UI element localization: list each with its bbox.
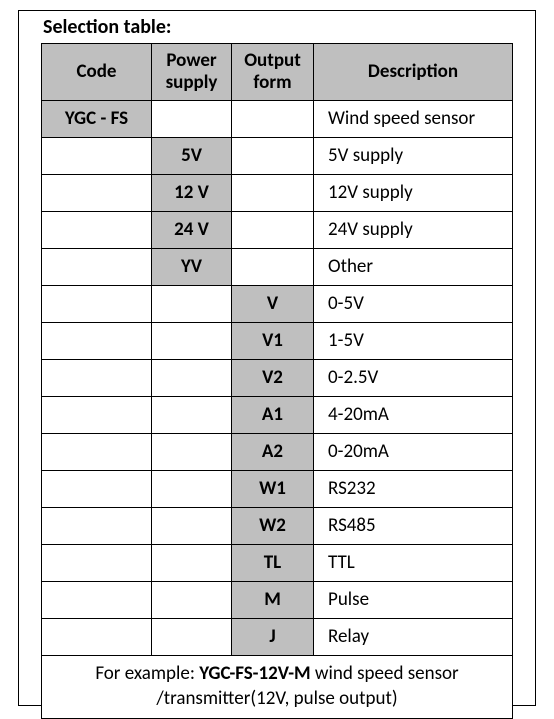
cell-desc: 12V supply: [314, 175, 513, 212]
cell-code: [42, 138, 152, 175]
cell-code: [42, 323, 152, 360]
cell-code: [42, 508, 152, 545]
cell-power: [152, 286, 232, 323]
cell-desc: 24V supply: [314, 212, 513, 249]
table-row: J Relay: [42, 619, 513, 656]
table-row: A1 4-20mA: [42, 397, 513, 434]
cell-code: [42, 434, 152, 471]
cell-output: A1: [232, 397, 314, 434]
table-row: 5V 5V supply: [42, 138, 513, 175]
cell-output: [232, 138, 314, 175]
footer-cell: For example: YGC-FS-12V-M wind speed sen…: [42, 656, 513, 719]
table-row: W1 RS232: [42, 471, 513, 508]
cell-desc: TTL: [314, 545, 513, 582]
cell-power: 12 V: [152, 175, 232, 212]
cell-code: [42, 397, 152, 434]
cell-power: [152, 101, 232, 138]
cell-desc: Relay: [314, 619, 513, 656]
cell-power: [152, 471, 232, 508]
cell-code: [42, 249, 152, 286]
cell-code: [42, 212, 152, 249]
table-row: 24 V 24V supply: [42, 212, 513, 249]
table-row: YV Other: [42, 249, 513, 286]
cell-code: [42, 286, 152, 323]
table-title: Selection table:: [43, 15, 513, 39]
cell-power: [152, 545, 232, 582]
cell-output: M: [232, 582, 314, 619]
cell-power: [152, 397, 232, 434]
cell-output: [232, 101, 314, 138]
cell-output: [232, 249, 314, 286]
cell-output: A2: [232, 434, 314, 471]
cell-desc: Pulse: [314, 582, 513, 619]
cell-power: [152, 360, 232, 397]
cell-output: [232, 212, 314, 249]
footer-bold: YGC-FS-12V-M: [199, 662, 310, 685]
cell-desc: 0-2.5V: [314, 360, 513, 397]
cell-code: [42, 582, 152, 619]
cell-power: 5V: [152, 138, 232, 175]
cell-output: V: [232, 286, 314, 323]
cell-power: 24 V: [152, 212, 232, 249]
table-row: V 0-5V: [42, 286, 513, 323]
cell-power: [152, 323, 232, 360]
table-body: YGC - FS Wind speed sensor 5V 5V supply …: [42, 101, 513, 719]
col-header-output: Output form: [232, 44, 314, 101]
table-row: TL TTL: [42, 545, 513, 582]
footer-row: For example: YGC-FS-12V-M wind speed sen…: [42, 656, 513, 719]
cell-power: [152, 508, 232, 545]
table-row: V2 0-2.5V: [42, 360, 513, 397]
cell-output: V1: [232, 323, 314, 360]
table-row: 12 V 12V supply: [42, 175, 513, 212]
cell-desc: 1-5V: [314, 323, 513, 360]
page-frame: Selection table: Code Power supply Outpu…: [18, 10, 536, 706]
cell-desc: 5V supply: [314, 138, 513, 175]
cell-power: [152, 434, 232, 471]
cell-desc: Other: [314, 249, 513, 286]
cell-desc: RS232: [314, 471, 513, 508]
cell-power: [152, 582, 232, 619]
footer-suffix1: wind speed sensor: [311, 662, 459, 685]
footer-prefix: For example:: [95, 662, 199, 685]
header-row: Code Power supply Output form Descriptio…: [42, 44, 513, 101]
cell-output: J: [232, 619, 314, 656]
footer-suffix2: /transmitter(12V, pulse output): [156, 687, 397, 710]
cell-output: [232, 175, 314, 212]
cell-power: [152, 619, 232, 656]
table-row: YGC - FS Wind speed sensor: [42, 101, 513, 138]
table-row: V1 1-5V: [42, 323, 513, 360]
cell-power: YV: [152, 249, 232, 286]
table-row: W2 RS485: [42, 508, 513, 545]
cell-output: V2: [232, 360, 314, 397]
cell-code: [42, 360, 152, 397]
cell-output: W1: [232, 471, 314, 508]
cell-code: [42, 175, 152, 212]
cell-code: [42, 545, 152, 582]
cell-code: [42, 471, 152, 508]
cell-desc: 4-20mA: [314, 397, 513, 434]
cell-output: TL: [232, 545, 314, 582]
cell-desc: 0-5V: [314, 286, 513, 323]
cell-output: W2: [232, 508, 314, 545]
cell-code: [42, 619, 152, 656]
cell-desc: 0-20mA: [314, 434, 513, 471]
col-header-power: Power supply: [152, 44, 232, 101]
col-header-code: Code: [42, 44, 152, 101]
table-row: M Pulse: [42, 582, 513, 619]
cell-desc: RS485: [314, 508, 513, 545]
selection-table: Code Power supply Output form Descriptio…: [41, 43, 513, 719]
col-header-desc: Description: [314, 44, 513, 101]
cell-desc: Wind speed sensor: [314, 101, 513, 138]
cell-code: YGC - FS: [42, 101, 152, 138]
table-row: A2 0-20mA: [42, 434, 513, 471]
